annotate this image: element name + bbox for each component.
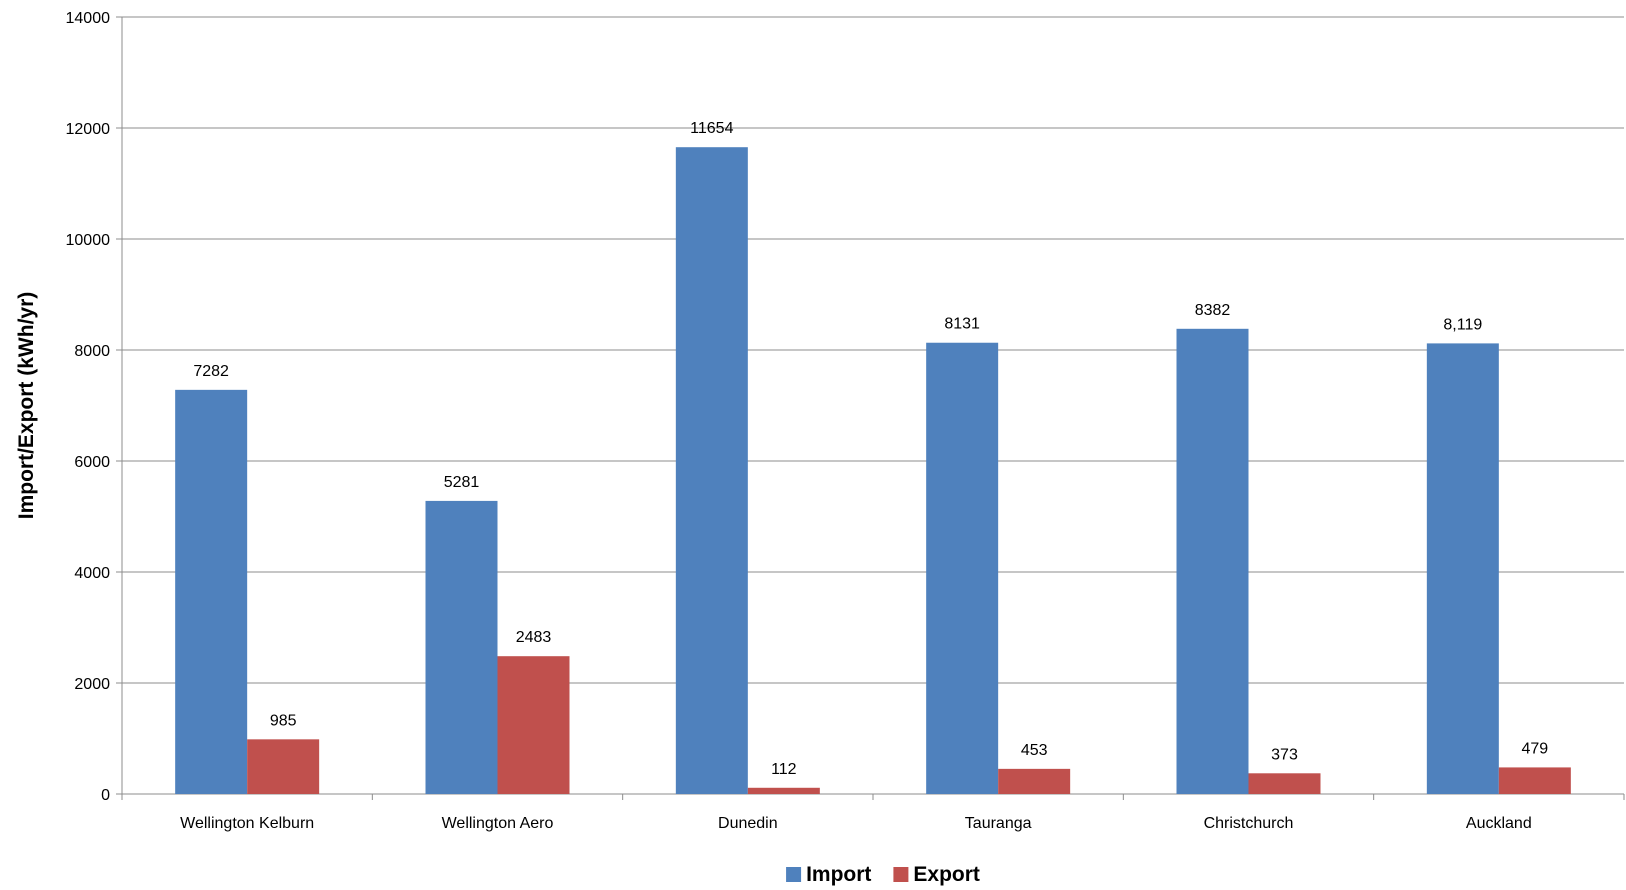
x-tick-label: Wellington Kelburn [180,815,314,832]
legend-label: Export [913,863,980,886]
bar-import [675,147,748,794]
data-label-export: 479 [1521,740,1548,757]
data-label-import: 7282 [193,363,229,380]
x-tick-label: Dunedin [718,815,778,832]
y-tick-label: 2000 [74,676,110,693]
y-tick-label: 12000 [66,121,111,138]
bar-export [998,768,1071,794]
bar-export [497,656,570,794]
bar-import [1426,343,1499,794]
bar-import [425,500,498,794]
legend-item-import: Import [786,863,871,886]
data-label-import: 5281 [444,474,480,491]
y-tick-label: 14000 [66,10,111,27]
legend-swatch [893,867,909,882]
legend-swatch [786,867,802,882]
x-tick-label: Tauranga [965,815,1032,832]
data-label-export: 112 [771,761,797,778]
data-label-import: 11654 [690,120,733,137]
bar-export [247,739,320,794]
bar-export [1498,767,1571,794]
data-label-export: 453 [1021,742,1048,759]
legend-label: Import [806,863,871,886]
tick-labels: 0 2000 4000 6000 8000 10000 12000 14000 Wellingt… [66,10,1532,832]
bars [175,147,1571,794]
data-label-import: 8382 [1195,302,1231,319]
y-tick-label: 0 [101,787,110,804]
bar-import [1176,328,1249,794]
data-label-import: 8131 [944,316,980,333]
bar-import [926,342,999,794]
y-tick-label: 4000 [74,565,110,582]
data-label-import: 8,119 [1443,316,1482,333]
y-tick-label: 6000 [74,454,110,471]
data-labels: 7282 5281 11654 8131 8382 8,119 985 2483 112 453 3… [193,120,1548,778]
data-label-export: 2483 [516,629,552,646]
legend: Import Export [786,863,980,886]
x-tick-label: Wellington Aero [442,815,554,832]
y-axis-title: Import/Export (kWh/yr) [15,292,38,520]
data-label-export: 373 [1271,746,1298,763]
bar-export [1248,773,1321,794]
bar-import [175,389,248,794]
legend-item-export: Export [893,863,980,886]
bar-export [747,787,820,794]
axes [116,16,1625,800]
data-label-export: 985 [270,712,297,729]
x-tick-label: Christchurch [1204,815,1294,832]
x-tick-label: Auckland [1466,815,1532,832]
y-tick-label: 10000 [66,232,111,249]
gridlines [122,16,1624,684]
y-tick-label: 8000 [74,343,110,360]
